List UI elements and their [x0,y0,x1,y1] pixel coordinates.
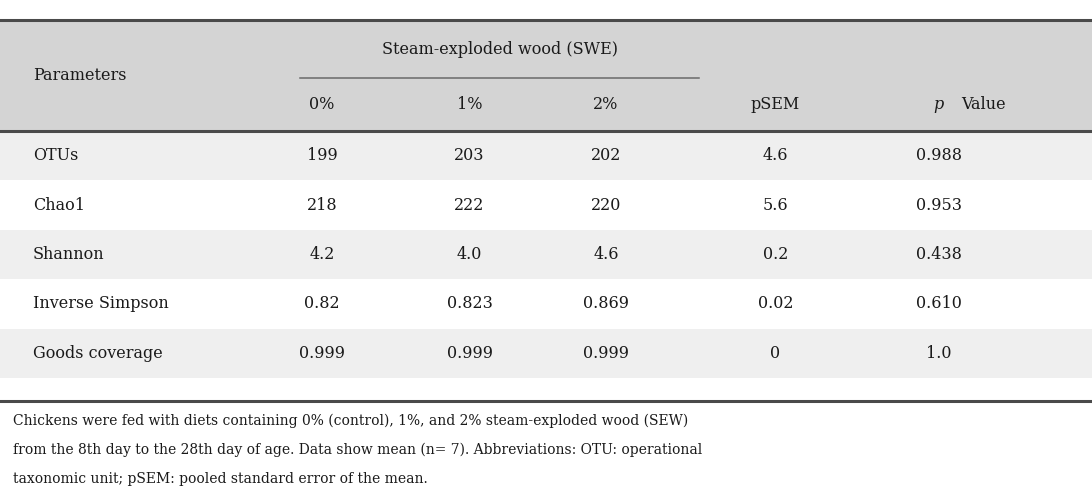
Text: 199: 199 [307,147,337,164]
Bar [0,279,1092,329]
Text: 4.6: 4.6 [762,147,788,164]
Text: 0.953: 0.953 [916,197,962,214]
Text: from the 8th day to the 28th day of age. Data show mean (n= 7). Abbreviations: O: from the 8th day to the 28th day of age.… [13,443,702,457]
Text: 1.0: 1.0 [926,345,952,362]
Text: taxonomic unit; pSEM: pooled standard error of the mean.: taxonomic unit; pSEM: pooled standard er… [13,472,428,486]
Text: pSEM: pSEM [750,96,800,113]
Text: 5.6: 5.6 [762,197,788,214]
Text: Chao1: Chao1 [33,197,85,214]
Bar [0,180,1092,230]
Text: 2%: 2% [593,96,619,113]
Text: Parameters: Parameters [33,67,127,84]
Text: 0.610: 0.610 [916,295,962,312]
Bar [0,230,1092,279]
Text: Chickens were fed with diets containing 0% (control), 1%, and 2% steam-exploded : Chickens were fed with diets containing … [13,413,688,428]
Text: Goods coverage: Goods coverage [33,345,163,362]
Text: 0.988: 0.988 [916,147,962,164]
Text: 0: 0 [770,345,781,362]
Text: 203: 203 [454,147,485,164]
Text: 0.999: 0.999 [583,345,629,362]
Text: OTUs: OTUs [33,147,79,164]
Text: Shannon: Shannon [33,246,105,263]
Text: 0.438: 0.438 [916,246,962,263]
Bar [0,329,1092,378]
Text: 0%: 0% [309,96,335,113]
Text: 0.82: 0.82 [305,295,340,312]
Text: 202: 202 [591,147,621,164]
Text: 4.6: 4.6 [593,246,619,263]
Text: 4.0: 4.0 [456,246,483,263]
Text: 0.2: 0.2 [762,246,788,263]
Text: Value: Value [961,96,1006,113]
Text: 0.999: 0.999 [299,345,345,362]
Bar [0,20,1092,131]
Text: Steam-exploded wood (SWE): Steam-exploded wood (SWE) [381,41,618,57]
Text: 1%: 1% [456,96,483,113]
Text: 0.869: 0.869 [583,295,629,312]
Text: p: p [934,96,943,113]
Text: Inverse Simpson: Inverse Simpson [33,295,168,312]
Text: 220: 220 [591,197,621,214]
Text: 0.02: 0.02 [758,295,793,312]
Text: 0.823: 0.823 [447,295,492,312]
Bar [0,131,1092,180]
Text: 222: 222 [454,197,485,214]
Text: 4.2: 4.2 [309,246,335,263]
Text: 0.999: 0.999 [447,345,492,362]
Text: 218: 218 [307,197,337,214]
